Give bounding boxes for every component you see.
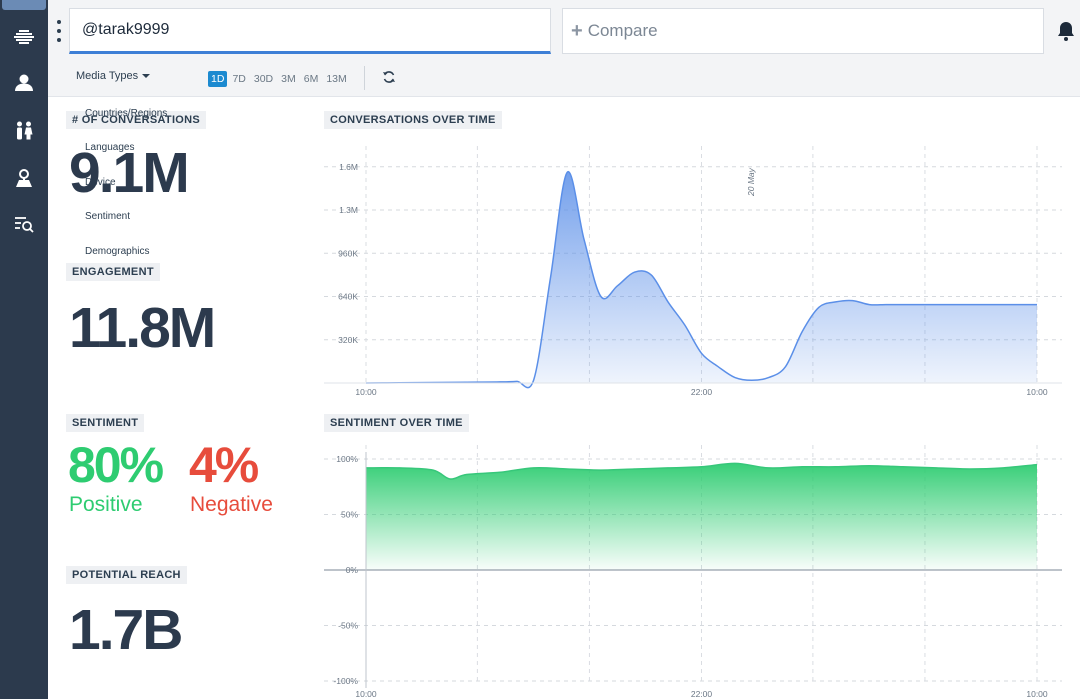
y-tick-label: 320K	[338, 335, 358, 345]
x-tick-label: 10:00	[1026, 387, 1048, 397]
y-tick-label: 50%	[341, 510, 358, 520]
positive-label: Positive	[69, 493, 143, 516]
menu-item-device[interactable]: Device	[85, 177, 116, 188]
conversations-chart-title: CONVERSATIONS OVER TIME	[324, 111, 502, 129]
y-tick-label: 1.6M	[339, 162, 358, 172]
menu-item-countries[interactable]: Countries/Regions	[85, 108, 168, 119]
bell-icon[interactable]	[1056, 20, 1076, 42]
conversations-value: 9.1M	[69, 141, 190, 205]
sidebar	[0, 0, 48, 699]
search-field[interactable]	[69, 8, 551, 54]
media-types-label: Media Types	[76, 70, 139, 82]
area-fill	[366, 171, 1037, 388]
sentiment-area	[365, 462, 1038, 570]
refresh-icon[interactable]	[382, 70, 396, 84]
area-fill	[366, 463, 1037, 570]
range-tab-30d[interactable]: 30D	[253, 73, 274, 85]
x-tick-label: 10:00	[355, 689, 377, 699]
search-list-icon[interactable]	[0, 209, 48, 239]
search-input[interactable]	[70, 9, 550, 51]
conversations-axis: 320K 640K 960K 1.3M 1.6M 10:00 22:00 10:00 20 Ma…	[324, 162, 1062, 397]
user-icon[interactable]	[0, 68, 48, 98]
people-icon[interactable]	[0, 116, 48, 146]
series-line	[365, 171, 1037, 389]
negative-percent: 4%	[189, 437, 259, 493]
engagement-label: ENGAGEMENT	[66, 263, 160, 281]
y-tick-label: 100%	[336, 454, 358, 464]
sentiment-axis: 100%50%0%-50%-100%10:00 22:00 10:00	[324, 452, 1062, 699]
plus-icon: +	[571, 20, 583, 42]
reach-value: 1.7B	[69, 598, 183, 662]
y-tick-label: -50%	[338, 621, 358, 631]
header-divider	[364, 66, 365, 90]
positive-percent: 80%	[68, 437, 164, 493]
chevron-down-icon	[142, 74, 151, 78]
reach-label: POTENTIAL REACH	[66, 566, 187, 584]
sidebar-active-marker	[2, 0, 46, 10]
conversations-label: # OF CONVERSATIONS	[66, 111, 207, 129]
y-tick-label: -100%	[333, 676, 358, 686]
location-icon[interactable]	[0, 163, 48, 193]
range-tab-6m[interactable]: 6M	[303, 73, 319, 85]
range-tab-7d[interactable]: 7D	[232, 73, 246, 85]
kebab-menu-icon[interactable]	[56, 20, 62, 42]
logo-icon[interactable]	[0, 22, 48, 52]
range-tab-3m[interactable]: 3M	[281, 73, 296, 85]
sentiment-chart-title: SENTIMENT OVER TIME	[324, 414, 469, 432]
x-tick-label: 22:00	[691, 387, 713, 397]
menu-item-languages[interactable]: Languages	[85, 142, 135, 153]
x-tick-label: 22:00	[691, 689, 713, 699]
y-tick-label: 1.3M	[339, 205, 358, 215]
series-line	[365, 462, 1038, 480]
negative-label: Negative	[190, 493, 273, 516]
menu-item-demographics[interactable]: Demographics	[85, 246, 150, 257]
x-tick-label: 10:00	[355, 387, 377, 397]
conversations-area	[365, 171, 1037, 389]
y-tick-label: 640K	[338, 292, 358, 302]
compare-field[interactable]: + Compare	[562, 8, 1044, 54]
date-annotation: 20 May	[746, 167, 756, 197]
compare-placeholder: Compare	[587, 21, 658, 40]
range-tab-13m[interactable]: 13M	[326, 73, 347, 85]
menu-item-sentiment[interactable]: Sentiment	[85, 211, 131, 222]
range-tab-1d[interactable]: 1D	[208, 71, 228, 87]
time-range-tabs: 1D 7D 30D 3M 6M 13M	[208, 71, 352, 87]
media-types-dropdown[interactable]: Media Types	[76, 70, 151, 82]
x-tick-label: 10:00	[1026, 689, 1048, 699]
engagement-value: 11.8M	[69, 296, 216, 360]
top-header: + Compare Media Types 1D 7D 30D 3M 6M 13…	[48, 0, 1080, 97]
y-tick-label: 960K	[338, 248, 358, 258]
sentiment-label: SENTIMENT	[66, 414, 145, 432]
